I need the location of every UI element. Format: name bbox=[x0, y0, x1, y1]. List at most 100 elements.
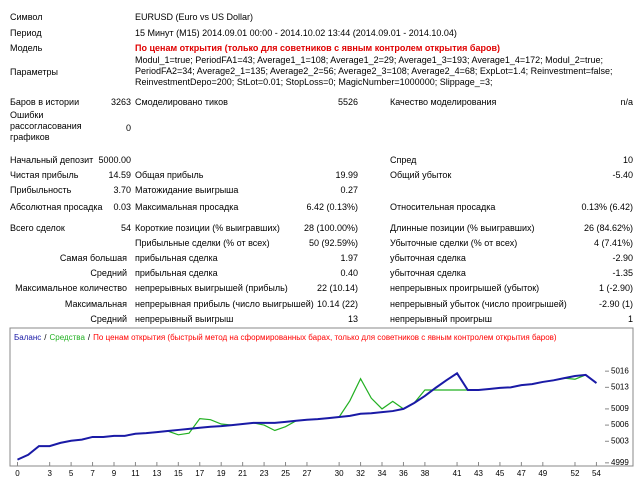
legend-entry: Баланс bbox=[14, 333, 41, 342]
y-tick-label: 5009 bbox=[611, 404, 629, 413]
label: Начальный депозит bbox=[10, 155, 94, 165]
value: 28 (100.00%) bbox=[303, 223, 358, 233]
label: Прибыльные сделки (% от всех) bbox=[135, 238, 270, 248]
x-tick-label: 38 bbox=[420, 469, 429, 478]
value: 15 Минут (M15) 2014.09.01 00:00 - 2014.1… bbox=[135, 28, 457, 38]
value: 3263 bbox=[110, 97, 131, 107]
value: 10.14 (22) bbox=[316, 299, 358, 309]
x-tick-label: 52 bbox=[571, 469, 580, 478]
y-tick-label: 5006 bbox=[611, 420, 629, 429]
value: 0.13% (6.42) bbox=[581, 202, 633, 212]
label: Самая большая bbox=[59, 253, 127, 263]
label: Качество моделирования bbox=[390, 97, 497, 107]
x-tick-label: 3 bbox=[47, 469, 52, 478]
value: n/a bbox=[620, 97, 633, 107]
label: Всего сделок bbox=[10, 223, 65, 233]
value: По ценам открытия (только для советников… bbox=[135, 43, 501, 53]
value: -1.35 bbox=[612, 268, 633, 278]
value: 54 bbox=[120, 223, 131, 233]
x-tick-label: 36 bbox=[399, 469, 408, 478]
value: 0.27 bbox=[340, 185, 358, 195]
value: -2.90 (1) bbox=[598, 299, 633, 309]
label: Средний bbox=[90, 314, 127, 324]
x-tick-label: 43 bbox=[474, 469, 483, 478]
label: непрерывный убыток (число проигрышей) bbox=[390, 299, 567, 309]
value: 4 (7.41%) bbox=[593, 238, 633, 248]
chart-frame bbox=[9, 327, 634, 467]
value: 10 bbox=[622, 155, 633, 165]
label: Прибыльность bbox=[10, 185, 72, 195]
label: прибыльная сделка bbox=[135, 268, 218, 278]
value: 1 bbox=[627, 314, 633, 324]
legend-entry: Средства bbox=[49, 333, 85, 342]
label: убыточная сделка bbox=[390, 253, 466, 263]
value: 5000.00 bbox=[98, 155, 131, 165]
legend-separator: / bbox=[44, 333, 47, 342]
label: Период bbox=[10, 28, 42, 38]
label: Спред bbox=[390, 155, 417, 165]
value: EURUSD (Euro vs US Dollar) bbox=[135, 12, 254, 22]
x-tick-label: 11 bbox=[131, 469, 140, 478]
chart: 4999 5003 5006 5009 5013 5016 0 3 5 7 9 11 13 15 17 19 2… bbox=[9, 327, 634, 478]
label: Чистая прибыль bbox=[10, 170, 79, 180]
y-tick-label: 5013 bbox=[611, 382, 629, 391]
label: Относительная просадка bbox=[390, 202, 496, 212]
y-tick-label: 5016 bbox=[611, 366, 629, 375]
value: Modul_1=true; PeriodFA1=43; Average1_1=1… bbox=[135, 55, 613, 87]
value: 19.99 bbox=[335, 170, 358, 180]
value: 0.40 bbox=[340, 268, 358, 278]
series-line bbox=[17, 371, 598, 461]
value: 22 (10.14) bbox=[316, 283, 358, 293]
value: -2.90 bbox=[612, 253, 633, 263]
label: Короткие позиции (% выигравших) bbox=[135, 223, 280, 233]
value: 1.97 bbox=[340, 253, 358, 263]
label: Максимальная просадка bbox=[135, 202, 239, 212]
x-tick-label: 47 bbox=[517, 469, 526, 478]
label: непрерывных проигрышей (убыток) bbox=[390, 283, 540, 293]
label: Параметры bbox=[10, 67, 58, 77]
label: непрерывных выигрышей (прибыль) bbox=[135, 283, 288, 293]
value: 6.42 (0.13%) bbox=[306, 202, 358, 212]
x-tick-label: 15 bbox=[174, 469, 183, 478]
label: Общий убыток bbox=[390, 170, 452, 180]
x-tick-label: 9 bbox=[112, 469, 117, 478]
label: Модель bbox=[10, 43, 43, 53]
label: Абсолютная просадка bbox=[10, 202, 103, 212]
y-tick-label: 4999 bbox=[611, 458, 629, 467]
value: 3.70 bbox=[113, 185, 131, 195]
label: Максимальное количество bbox=[15, 283, 127, 293]
x-tick-label: 21 bbox=[238, 469, 247, 478]
x-tick-label: 34 bbox=[378, 469, 387, 478]
label: Ошибки рассогласования графиков bbox=[10, 110, 82, 142]
legend-separator: / bbox=[88, 333, 91, 342]
label: Баров в истории bbox=[10, 97, 80, 107]
label: Матожидание выигрыша bbox=[135, 185, 239, 195]
value: -5.40 bbox=[612, 170, 633, 180]
label: убыточная сделка bbox=[390, 268, 466, 278]
value: 14.59 bbox=[108, 170, 131, 180]
label: непрерывный выигрыш bbox=[135, 314, 234, 324]
x-tick-label: 27 bbox=[303, 469, 312, 478]
label: непрерывный проигрыш bbox=[390, 314, 492, 324]
x-tick-label: 45 bbox=[495, 469, 504, 478]
label: Смоделировано тиков bbox=[135, 97, 228, 107]
value: 0.03 bbox=[113, 202, 131, 212]
x-tick-label: 17 bbox=[195, 469, 204, 478]
x-tick-label: 41 bbox=[453, 469, 462, 478]
x-tick-label: 54 bbox=[592, 469, 601, 478]
label: Средний bbox=[90, 268, 127, 278]
y-tick-label: 5003 bbox=[611, 436, 629, 445]
label: Длинные позиции (% выигравших) bbox=[390, 223, 535, 233]
label: прибыльная сделка bbox=[135, 253, 218, 263]
x-tick-label: 7 bbox=[90, 469, 95, 478]
x-tick-label: 19 bbox=[217, 469, 226, 478]
x-tick-label: 32 bbox=[356, 469, 365, 478]
label: Общая прибыль bbox=[135, 170, 204, 180]
x-tick-label: 5 bbox=[69, 469, 74, 478]
label: Символ bbox=[10, 12, 43, 22]
x-tick-label: 13 bbox=[152, 469, 161, 478]
label: непрерывная прибыль (число выигрышей) bbox=[135, 299, 314, 309]
x-tick-label: 0 bbox=[15, 469, 20, 478]
value: 13 bbox=[347, 314, 358, 324]
